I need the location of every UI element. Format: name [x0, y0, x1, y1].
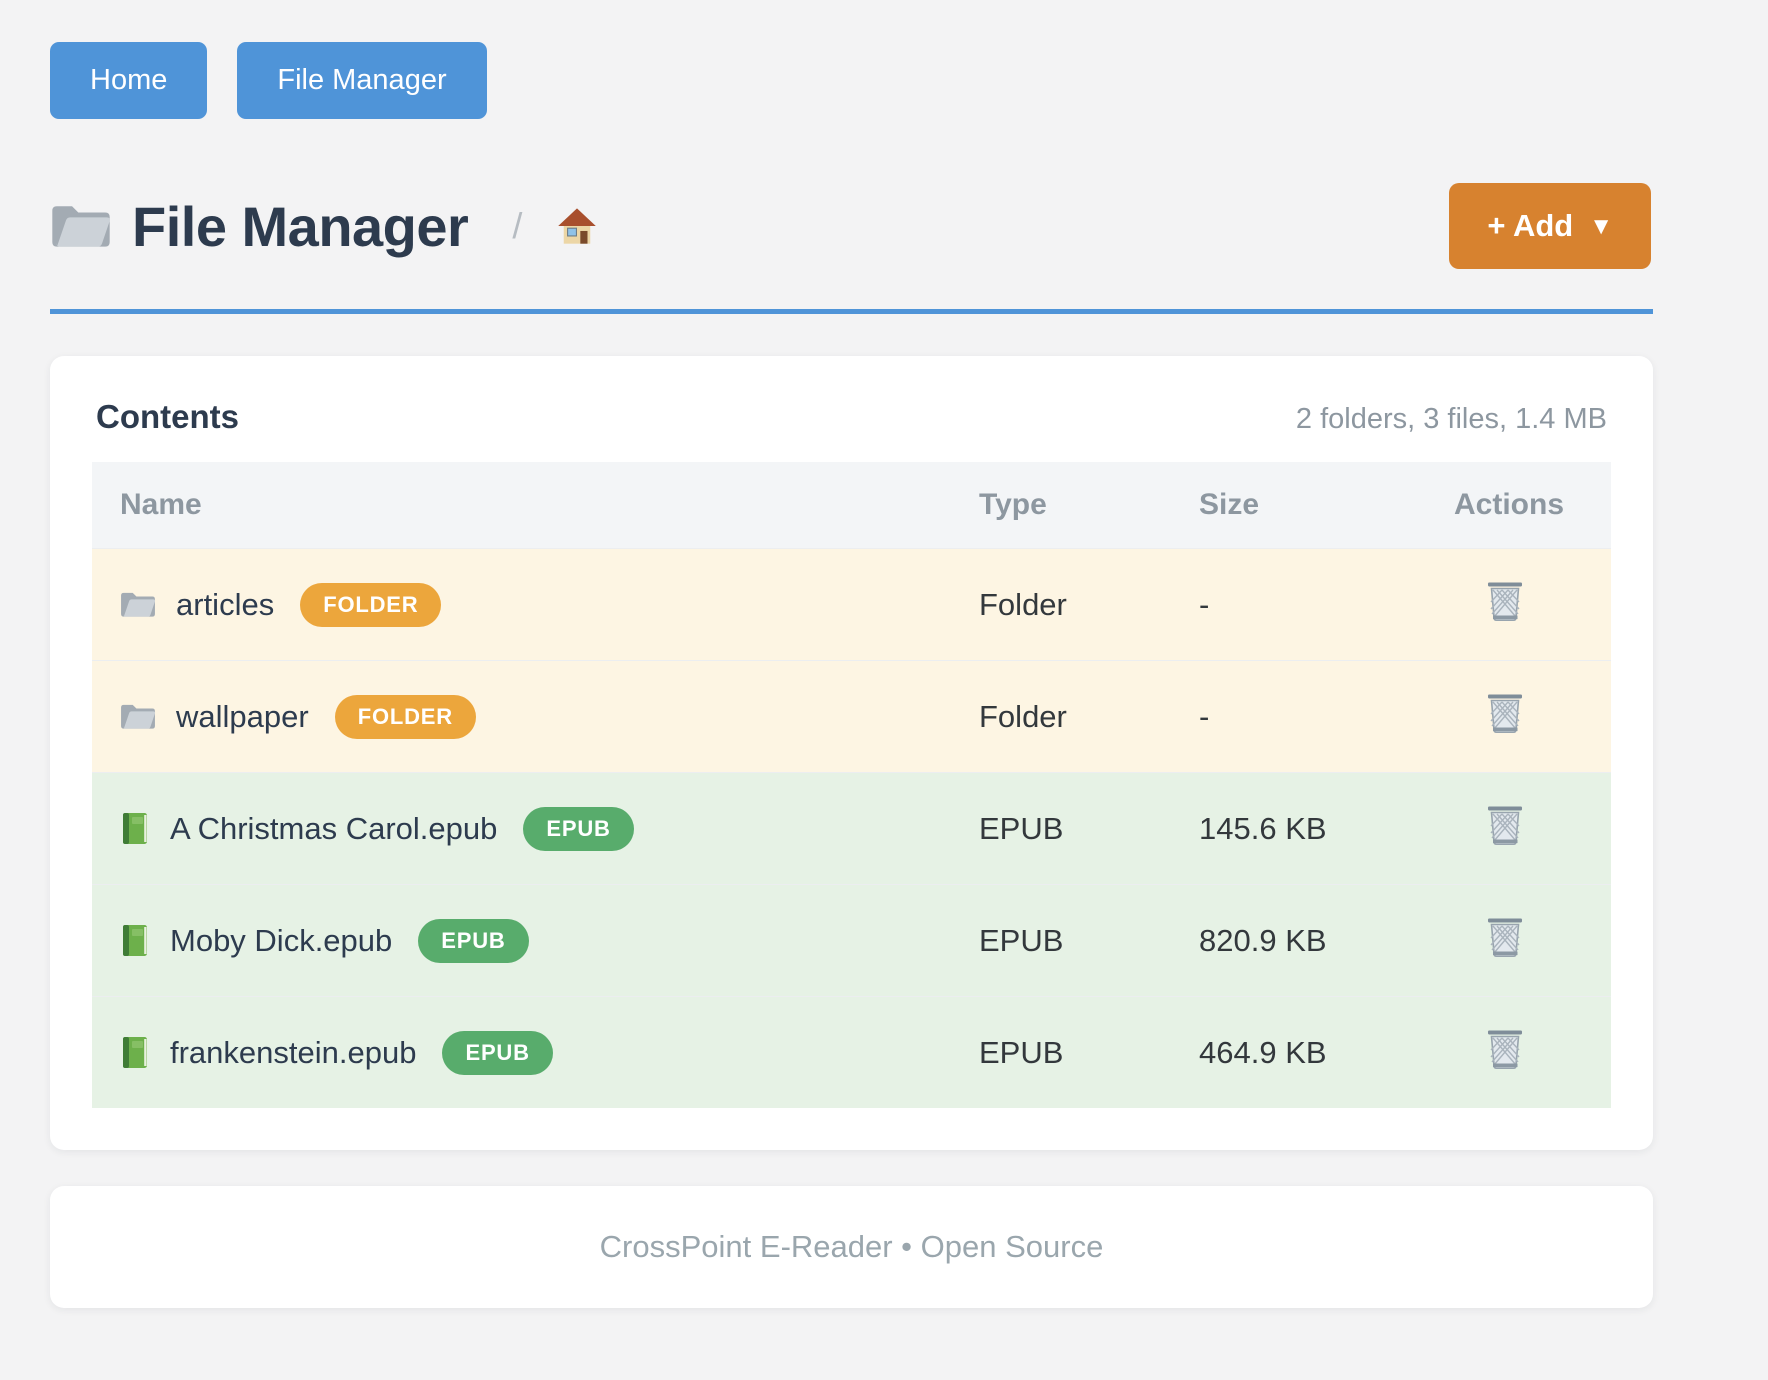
table-row[interactable]: wallpaper FOLDER Folder -	[92, 660, 1611, 772]
size-cell: 145.6 KB	[1199, 810, 1327, 846]
folder-icon	[120, 589, 156, 620]
type-cell: EPUB	[979, 922, 1064, 958]
add-button-label: + Add	[1487, 208, 1574, 243]
type-badge: FOLDER	[334, 694, 476, 739]
column-header-actions: Actions	[1454, 488, 1565, 521]
folder-icon	[120, 701, 156, 732]
chevron-down-icon: ▼	[1589, 213, 1613, 240]
book-icon	[120, 812, 150, 846]
type-badge: EPUB	[523, 806, 634, 851]
header-divider	[50, 309, 1653, 314]
book-icon	[120, 1036, 150, 1070]
size-cell: 820.9 KB	[1199, 922, 1327, 958]
size-cell: -	[1199, 586, 1210, 622]
delete-button[interactable]	[1484, 691, 1526, 735]
trash-icon	[1484, 915, 1526, 959]
file-name[interactable]: frankenstein.epub	[170, 1034, 417, 1070]
card-header: Contents 2 folders, 3 files, 1.4 MB	[92, 398, 1611, 462]
folder-icon	[50, 200, 112, 252]
file-name[interactable]: wallpaper	[176, 698, 309, 734]
page: Home File Manager File Manager / + Add ▼…	[50, 42, 1653, 1308]
nav-file-manager-button[interactable]: File Manager	[237, 42, 487, 119]
trash-icon	[1484, 579, 1526, 623]
contents-card: Contents 2 folders, 3 files, 1.4 MB Name…	[50, 356, 1653, 1150]
delete-button[interactable]	[1484, 803, 1526, 847]
file-name[interactable]: articles	[176, 586, 275, 622]
card-title: Contents	[96, 398, 239, 435]
trash-icon	[1484, 691, 1526, 735]
title-group: File Manager /	[50, 194, 598, 259]
size-cell: -	[1199, 698, 1210, 734]
trash-icon	[1484, 1027, 1526, 1071]
footer-text: CrossPoint E-Reader • Open Source	[599, 1229, 1104, 1264]
breadcrumb-separator: /	[512, 205, 523, 246]
column-header-type: Type	[979, 488, 1047, 521]
type-cell: EPUB	[979, 1034, 1064, 1070]
table-row[interactable]: articles FOLDER Folder -	[92, 548, 1611, 660]
column-header-size: Size	[1199, 488, 1260, 521]
footer: CrossPoint E-Reader • Open Source	[50, 1186, 1653, 1308]
type-badge: EPUB	[418, 918, 529, 963]
nav-home-button[interactable]: Home	[50, 42, 208, 119]
type-cell: EPUB	[979, 810, 1064, 846]
type-cell: Folder	[979, 586, 1067, 622]
file-name[interactable]: A Christmas Carol.epub	[170, 810, 498, 846]
home-icon	[556, 207, 598, 245]
type-badge: EPUB	[442, 1030, 553, 1075]
trash-icon	[1484, 803, 1526, 847]
file-table: Name Type Size Actions articles FOLDER F…	[92, 462, 1611, 1108]
size-cell: 464.9 KB	[1199, 1034, 1327, 1070]
table-header-row: Name Type Size Actions	[92, 462, 1611, 548]
add-button[interactable]: + Add ▼	[1449, 183, 1651, 269]
delete-button[interactable]	[1484, 915, 1526, 959]
page-header: File Manager / + Add ▼	[50, 183, 1653, 269]
contents-summary: 2 folders, 3 files, 1.4 MB	[1295, 403, 1607, 435]
column-header-name: Name	[120, 488, 202, 521]
top-nav: Home File Manager	[50, 42, 1653, 119]
page-title: File Manager	[132, 194, 469, 258]
breadcrumb-home[interactable]	[556, 207, 598, 245]
type-cell: Folder	[979, 698, 1067, 734]
table-row[interactable]: A Christmas Carol.epub EPUB EPUB 145.6 K…	[92, 772, 1611, 884]
delete-button[interactable]	[1484, 1027, 1526, 1071]
type-badge: FOLDER	[300, 582, 442, 627]
table-row[interactable]: Moby Dick.epub EPUB EPUB 820.9 KB	[92, 884, 1611, 996]
table-row[interactable]: frankenstein.epub EPUB EPUB 464.9 KB	[92, 996, 1611, 1108]
file-name[interactable]: Moby Dick.epub	[170, 922, 393, 958]
book-icon	[120, 924, 150, 958]
delete-button[interactable]	[1484, 579, 1526, 623]
